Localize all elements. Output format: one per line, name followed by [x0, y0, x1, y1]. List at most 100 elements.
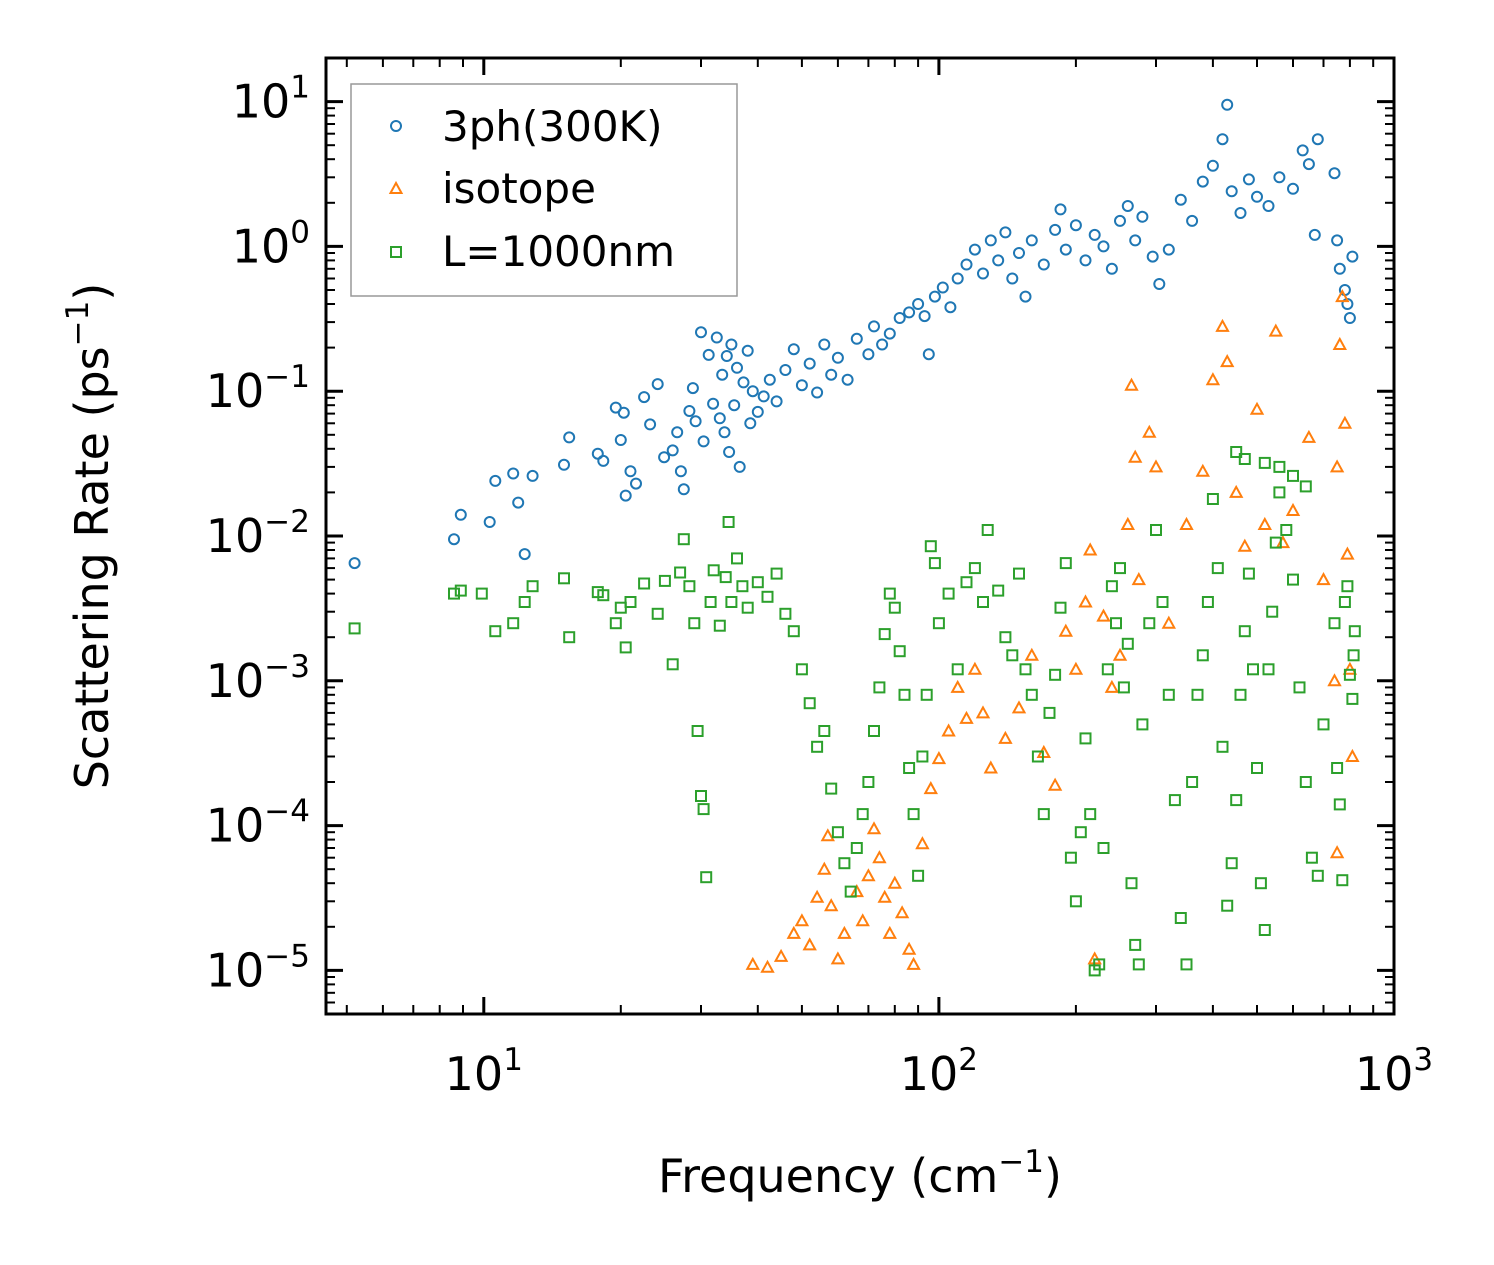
point-1-8: [820, 828, 835, 842]
point-0-98: [1146, 250, 1159, 263]
point-2-57: [888, 601, 901, 614]
point-2-113: [1196, 649, 1209, 662]
point-2-20: [674, 566, 687, 579]
point-2-118: [1221, 899, 1234, 912]
point-2-19: [666, 658, 679, 671]
point-0-108: [1234, 207, 1247, 219]
point-0-41: [728, 399, 741, 412]
point-1-58: [1237, 538, 1252, 552]
point-2-59: [898, 688, 911, 701]
point-2-104: [1143, 617, 1156, 630]
point-2-5: [507, 617, 520, 630]
point-0-32: [702, 348, 715, 361]
point-0-71: [928, 290, 941, 303]
point-2-135: [1299, 776, 1312, 788]
point-1-56: [1220, 354, 1235, 368]
point-2-30: [713, 619, 726, 632]
point-0-22: [658, 451, 671, 464]
point-0-103: [1196, 175, 1209, 188]
point-0-30: [695, 326, 707, 339]
point-0-110: [1251, 190, 1263, 203]
point-0-44: [737, 376, 750, 389]
point-0-6: [512, 496, 525, 509]
point-0-5: [507, 467, 520, 480]
point-2-86: [1064, 851, 1077, 864]
point-2-27: [700, 871, 713, 884]
legend-box: [350, 83, 738, 297]
x-tick-label-1: 102: [900, 1042, 978, 1101]
point-1-17: [877, 889, 892, 903]
point-2-109: [1174, 912, 1187, 924]
point-0-65: [883, 327, 896, 340]
point-0-88: [1059, 243, 1072, 256]
point-1-73: [1345, 748, 1360, 762]
point-2-107: [1162, 688, 1175, 701]
point-2-56: [883, 587, 896, 600]
point-2-139: [1328, 617, 1341, 630]
point-1-52: [1179, 516, 1194, 530]
point-0-116: [1308, 228, 1321, 241]
point-2-31: [719, 571, 732, 584]
point-1-71: [1340, 546, 1355, 560]
point-0-4: [489, 474, 502, 487]
point-0-74: [951, 272, 964, 285]
point-0-64: [876, 338, 889, 351]
point-0-72: [936, 281, 949, 294]
point-2-46: [825, 782, 838, 795]
point-2-88: [1074, 826, 1087, 839]
point-1-5: [802, 937, 817, 951]
point-2-4: [489, 625, 502, 638]
series-3ph(300K): [348, 98, 1359, 570]
point-1-19: [887, 875, 902, 889]
point-1-61: [1268, 323, 1283, 337]
point-0-84: [1025, 234, 1038, 247]
point-0-70: [922, 348, 935, 361]
point-1-22: [906, 956, 921, 970]
point-0-34: [710, 331, 723, 344]
point-2-89: [1079, 732, 1092, 745]
point-1-48: [1131, 572, 1146, 586]
point-2-134: [1293, 681, 1306, 694]
point-0-9: [558, 458, 570, 471]
point-1-25: [931, 751, 947, 765]
point-2-48: [838, 857, 851, 870]
point-2-41: [787, 625, 800, 638]
point-2-85: [1059, 557, 1072, 570]
point-2-106: [1156, 596, 1169, 608]
point-2-49: [844, 885, 857, 898]
point-0-12: [597, 454, 610, 467]
point-2-82: [1043, 706, 1056, 719]
point-2-44: [811, 740, 824, 753]
point-1-21: [901, 941, 917, 955]
point-2-80: [1031, 750, 1044, 763]
point-2-76: [1006, 649, 1019, 662]
point-2-9: [563, 631, 576, 644]
point-2-74: [992, 584, 1005, 597]
point-0-100: [1162, 243, 1175, 256]
point-2-145: [1343, 668, 1356, 681]
point-1-45: [1120, 516, 1135, 530]
point-2-127: [1258, 924, 1271, 936]
point-2-92: [1093, 958, 1106, 971]
point-2-100: [1125, 877, 1138, 890]
point-0-91: [1088, 228, 1101, 241]
point-0-117: [1311, 133, 1324, 146]
point-2-126: [1254, 877, 1267, 890]
point-1-24: [923, 781, 938, 795]
point-0-57: [818, 338, 831, 351]
point-1-0: [745, 956, 760, 970]
point-2-0: [348, 622, 361, 635]
point-1-54: [1205, 372, 1221, 386]
point-0-77: [977, 267, 989, 280]
point-2-81: [1037, 808, 1050, 821]
point-0-1: [448, 533, 460, 546]
point-0-62: [862, 348, 875, 361]
data-marks: [348, 98, 1361, 977]
y-axis-label-sup: −1: [60, 301, 96, 347]
point-0-15: [617, 406, 630, 419]
point-2-117: [1216, 740, 1229, 753]
point-2-24: [691, 725, 704, 737]
point-1-51: [1161, 615, 1176, 629]
point-2-119: [1225, 857, 1238, 870]
point-2-112: [1191, 688, 1204, 701]
